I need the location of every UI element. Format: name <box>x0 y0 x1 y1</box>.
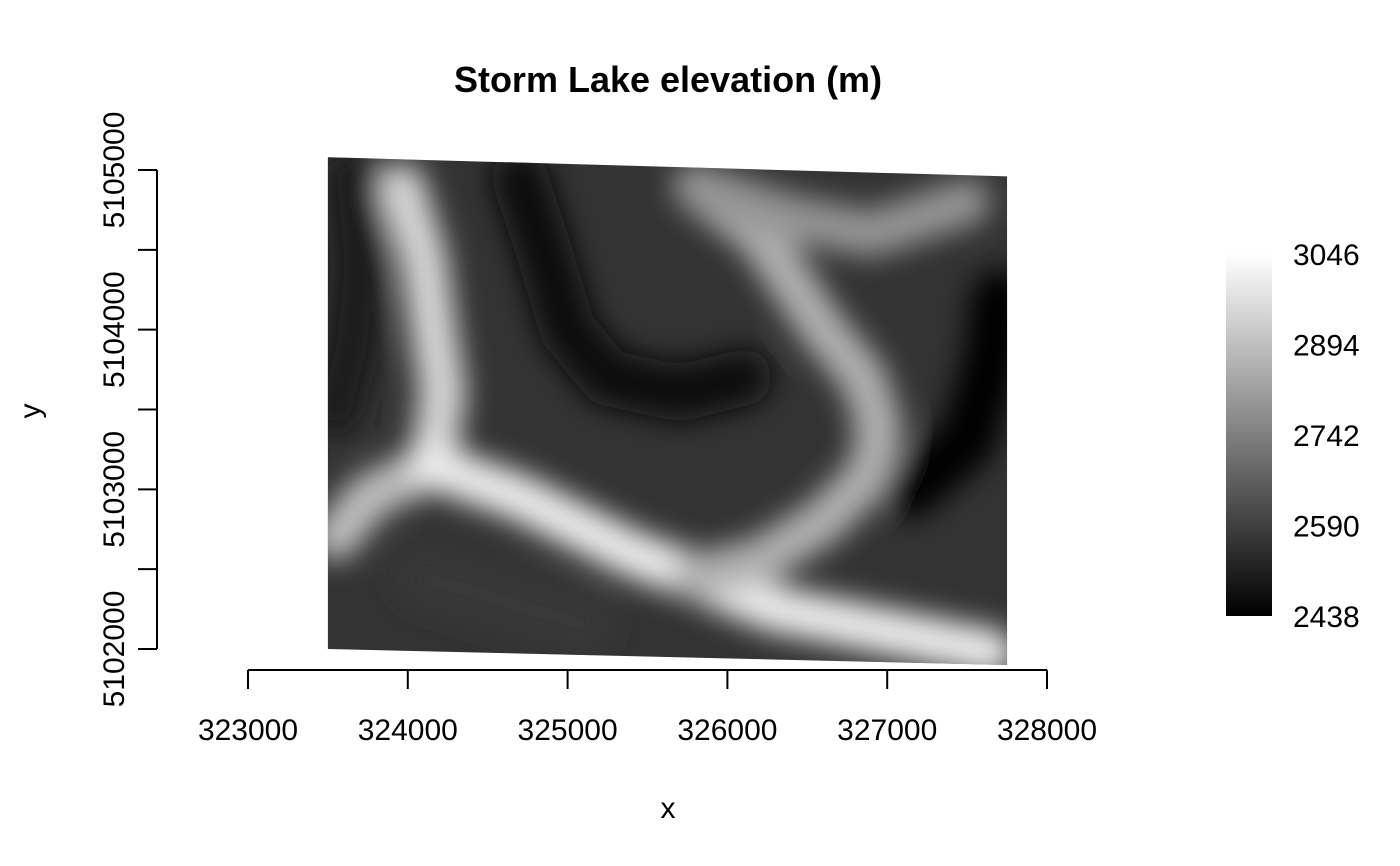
y-tick-label: 5105000 <box>98 112 131 229</box>
valley-feature-8 <box>395 549 612 653</box>
legend-label: 2438 <box>1293 601 1360 634</box>
ridge-feature-2 <box>408 442 1008 665</box>
legend-label: 2742 <box>1293 420 1360 453</box>
valley-feature-5 <box>327 157 388 438</box>
elevation-raster <box>327 157 1008 665</box>
terrain-features <box>327 157 1008 665</box>
chart-title: Storm Lake elevation (m) <box>454 59 882 100</box>
y-axis: 5102000 5103000 5104000 5105000 <box>98 112 158 708</box>
y-tick-label: 5104000 <box>98 271 131 388</box>
x-tick-label: 324000 <box>358 714 458 747</box>
ridge-feature-1 <box>327 442 455 561</box>
x-tick-label: 323000 <box>198 714 298 747</box>
legend-label: 2894 <box>1293 330 1360 363</box>
valley-feature-7 <box>883 269 1008 518</box>
x-tick-label: 327000 <box>837 714 937 747</box>
valley-feature-6 <box>491 157 772 422</box>
ridge-feature-4 <box>672 163 991 257</box>
legend-label: 2590 <box>1293 511 1360 544</box>
x-tick-label: 328000 <box>997 714 1097 747</box>
color-legend-labels: 2438 2590 2742 2894 3046 <box>1293 239 1360 634</box>
x-axis: 323000 324000 325000 326000 327000 328000 <box>198 669 1097 747</box>
y-tick-label: 5102000 <box>98 591 131 708</box>
color-legend-bar <box>1226 254 1272 616</box>
y-tick-label: 5103000 <box>98 431 131 548</box>
ridge-feature-0 <box>378 163 466 489</box>
x-axis-label: x <box>661 792 676 825</box>
x-tick-label: 326000 <box>677 714 777 747</box>
color-legend: 2438 2590 2742 2894 3046 <box>1226 239 1360 634</box>
x-tick-label: 325000 <box>518 714 618 747</box>
ridge-feature-3 <box>672 163 903 601</box>
legend-label: 3046 <box>1293 239 1360 272</box>
y-axis-label: y <box>14 404 47 419</box>
